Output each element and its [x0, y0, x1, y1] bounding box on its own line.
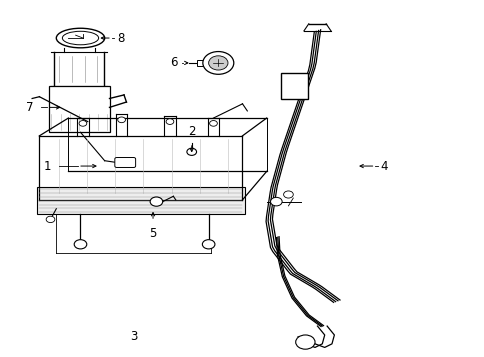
- Ellipse shape: [56, 28, 105, 48]
- Circle shape: [150, 197, 162, 206]
- Circle shape: [166, 119, 173, 125]
- Text: 7: 7: [26, 101, 33, 114]
- Text: 5: 5: [149, 226, 156, 240]
- Ellipse shape: [62, 31, 98, 45]
- Circle shape: [209, 121, 217, 126]
- Circle shape: [295, 335, 315, 349]
- Circle shape: [186, 148, 196, 155]
- Circle shape: [283, 191, 293, 198]
- Text: 2: 2: [188, 125, 195, 137]
- Bar: [37, 187, 244, 214]
- Circle shape: [118, 117, 125, 123]
- Circle shape: [208, 56, 227, 70]
- Circle shape: [74, 240, 87, 249]
- Text: 4: 4: [379, 160, 387, 172]
- Circle shape: [202, 51, 233, 74]
- Bar: [49, 86, 109, 132]
- Circle shape: [202, 240, 214, 249]
- Circle shape: [270, 197, 282, 206]
- Text: 1: 1: [44, 160, 51, 172]
- Text: 6: 6: [169, 56, 177, 69]
- Bar: [196, 60, 203, 66]
- Text: 3: 3: [130, 330, 137, 343]
- Circle shape: [79, 121, 87, 126]
- Circle shape: [46, 216, 55, 223]
- Bar: [280, 73, 307, 99]
- Text: 8: 8: [117, 31, 124, 45]
- FancyBboxPatch shape: [115, 157, 136, 167]
